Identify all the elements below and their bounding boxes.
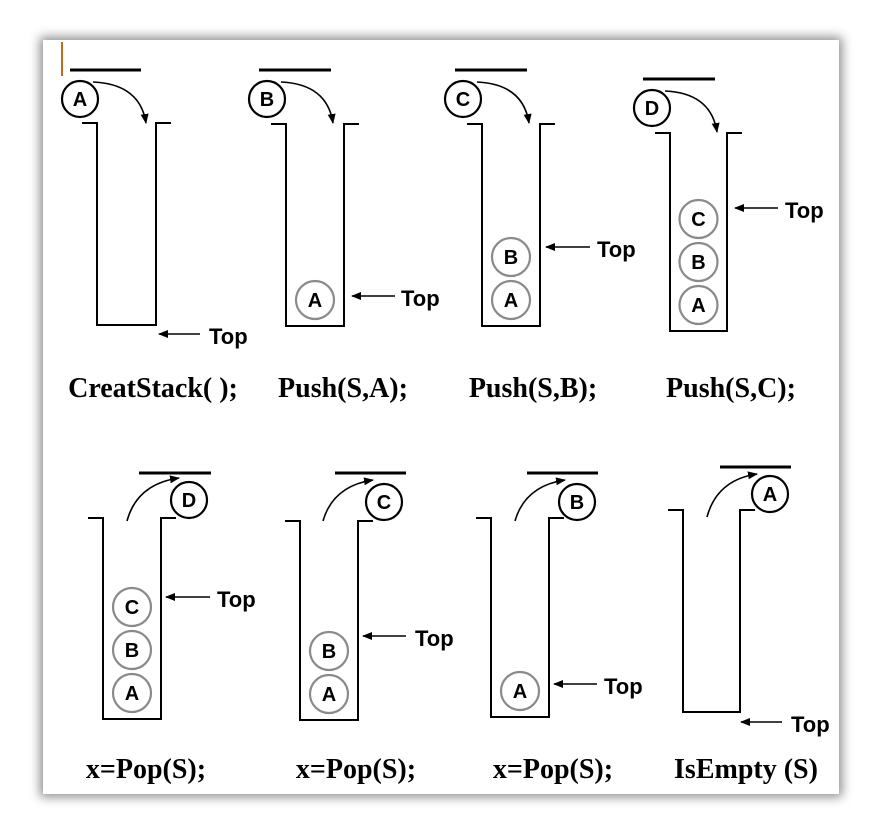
popped-item-A — [750, 474, 790, 514]
stack-item-A — [294, 279, 336, 321]
operation-caption: CreatStack( ); — [68, 373, 238, 404]
stack-container — [88, 517, 176, 720]
stack-container — [82, 122, 171, 326]
stack-item-label: A — [125, 683, 139, 705]
pop-arrow — [706, 471, 758, 518]
operation-caption: x=Pop(S); — [493, 754, 613, 785]
stack-item-label: A — [513, 681, 527, 703]
top-pointer-label: Top — [401, 286, 440, 311]
stack-item-C — [678, 198, 719, 240]
stack-item-label: A — [322, 684, 336, 706]
pop-arrow — [126, 475, 180, 522]
diagram-card — [43, 40, 839, 794]
panel-pop-2: C AB Top x=Pop(S); — [285, 471, 454, 785]
panel-push-c: D ABC Top Push(S,C); — [632, 77, 824, 404]
stack-item-label: C — [691, 209, 705, 231]
popped-item-label: C — [377, 492, 391, 514]
stack-item-label: B — [691, 252, 705, 274]
pop-arrow — [514, 477, 566, 522]
stack-item-label: A — [308, 290, 322, 312]
stack-item-B — [308, 630, 350, 672]
stack-container — [285, 520, 373, 721]
stack-item-A — [490, 279, 532, 321]
push-arrow — [280, 81, 336, 124]
stack-item-B — [490, 236, 532, 278]
popped-item-D — [169, 480, 209, 520]
stack-item-A — [308, 673, 350, 715]
stack-item-B — [111, 629, 153, 671]
top-pointer-label: Top — [217, 587, 256, 612]
stack-item-label: B — [322, 641, 336, 663]
popped-item-label: A — [763, 484, 777, 506]
stack-item-C — [111, 586, 153, 628]
incoming-item-label: B — [260, 89, 274, 111]
stack-item-B — [678, 241, 719, 283]
incoming-item-D — [632, 88, 672, 128]
stack-container — [271, 123, 359, 327]
incoming-item-label: D — [645, 98, 659, 120]
stack-item-label: A — [504, 290, 518, 312]
stack-container — [467, 123, 555, 327]
top-pointer-label: Top — [209, 324, 248, 349]
incoming-item-label: A — [73, 89, 87, 111]
incoming-item-A — [60, 79, 100, 119]
popped-item-label: D — [182, 490, 196, 512]
push-arrow — [92, 81, 149, 124]
stack-item-A — [499, 670, 541, 712]
top-pointer-label: Top — [415, 626, 454, 651]
panel-push-b: C AB Top Push(S,B); — [443, 68, 636, 404]
stack-container — [668, 509, 755, 713]
stack-item-label: B — [125, 640, 139, 662]
operation-caption: x=Pop(S); — [86, 754, 206, 785]
push-arrow — [664, 90, 720, 133]
panel-creat: A Top CreatStack( ); — [60, 68, 248, 404]
stack-item-label: B — [504, 247, 518, 269]
popped-item-label: B — [570, 492, 584, 514]
stack-container — [655, 132, 742, 332]
top-pointer-label: Top — [604, 674, 643, 699]
panel-push-a: B A Top Push(S,A); — [247, 68, 440, 404]
operation-caption: Push(S,A); — [278, 373, 408, 404]
operation-caption: Push(S,B); — [469, 373, 597, 404]
corner-accent-mark — [61, 42, 63, 76]
top-pointer-label: Top — [791, 712, 830, 737]
top-pointer-label: Top — [785, 198, 824, 223]
incoming-item-label: C — [456, 89, 470, 111]
stack-item-A — [678, 284, 719, 326]
panel-isempty: A Top IsEmpty (S) — [668, 465, 830, 785]
popped-item-C — [364, 482, 404, 522]
operation-caption: Push(S,C); — [666, 373, 796, 404]
stack-item-label: A — [691, 295, 705, 317]
panel-pop-3: B A Top x=Pop(S); — [476, 471, 643, 785]
panel-pop-1: D ABC Top x=Pop(S); — [86, 471, 256, 785]
incoming-item-C — [443, 79, 483, 119]
popped-item-B — [557, 482, 597, 522]
stack-item-label: C — [125, 597, 139, 619]
pop-arrow — [322, 477, 374, 522]
stack-item-A — [111, 672, 153, 714]
stack-container — [476, 517, 564, 718]
incoming-item-B — [247, 79, 287, 119]
operation-caption: IsEmpty (S) — [674, 754, 818, 785]
push-arrow — [476, 81, 532, 124]
operation-caption: x=Pop(S); — [296, 754, 416, 785]
top-pointer-label: Top — [597, 237, 636, 262]
